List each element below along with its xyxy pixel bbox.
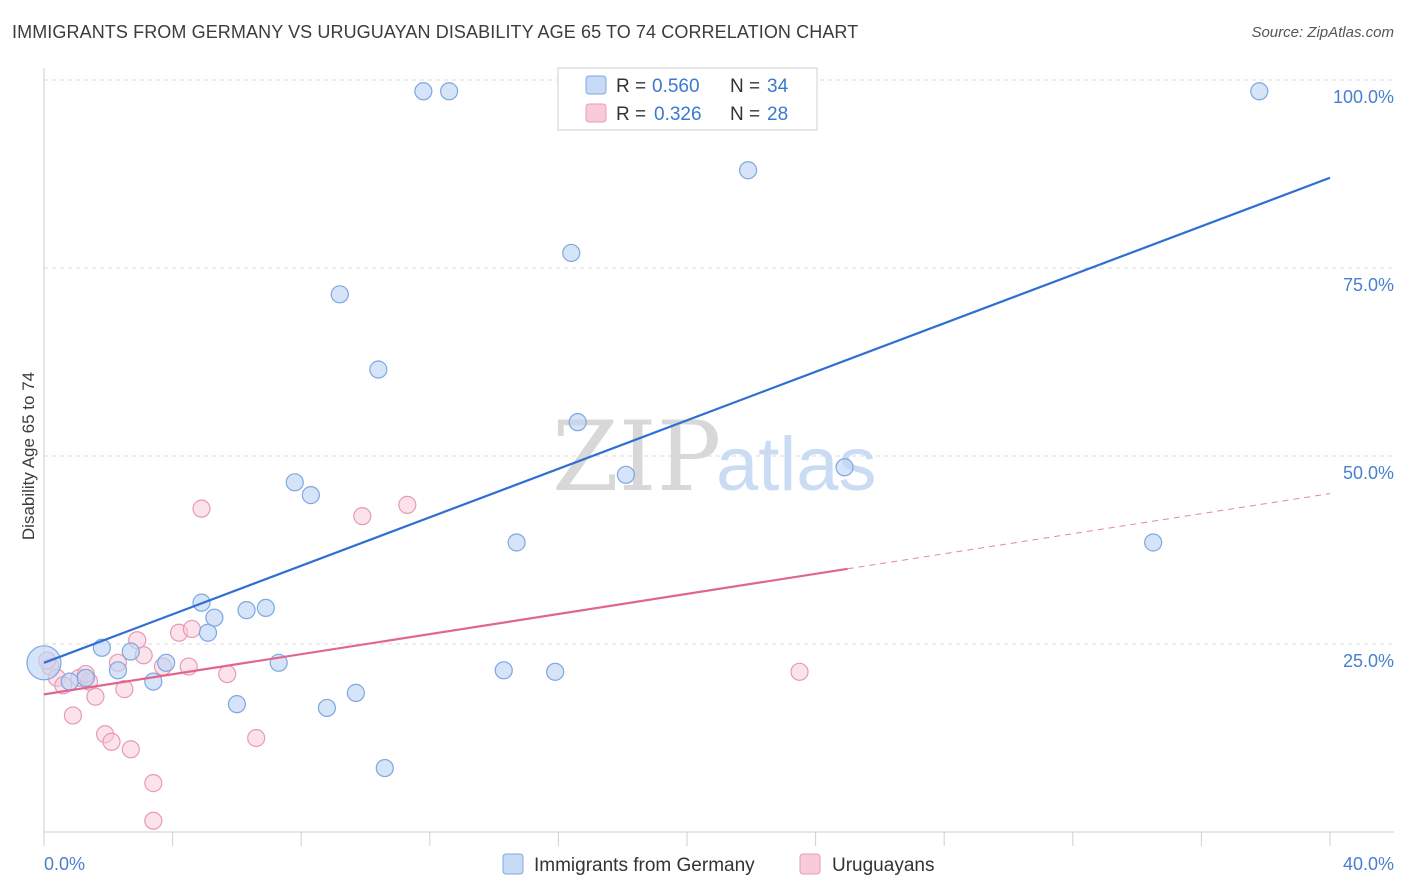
chart-title: IMMIGRANTS FROM GERMANY VS URUGUAYAN DIS… bbox=[12, 22, 859, 42]
germany-point bbox=[285, 473, 304, 492]
uruguayans-point bbox=[790, 662, 809, 681]
x-tick-label-max: 40.0% bbox=[1343, 854, 1394, 874]
germany-point bbox=[375, 758, 394, 778]
y-tick-label: 50.0% bbox=[1343, 463, 1394, 483]
y-tick-label: 25.0% bbox=[1343, 651, 1394, 671]
uruguayans-point bbox=[115, 680, 134, 699]
axes: 25.0% 50.0% 75.0% 100.0% 0.0% 40.0% bbox=[43, 68, 1394, 874]
germany-point bbox=[369, 360, 388, 379]
legend-n-label-1: N = bbox=[730, 76, 760, 97]
germany-point bbox=[198, 623, 218, 642]
bottom-legend-swatch-uruguayans bbox=[799, 853, 821, 875]
germany-point bbox=[157, 653, 176, 672]
series-legend: Immigrants from Germany Uruguayans bbox=[502, 853, 934, 876]
germany-points bbox=[26, 82, 1269, 778]
germany-point bbox=[1250, 82, 1269, 101]
germany-point bbox=[738, 161, 758, 180]
legend-r-value-2: 0.326 bbox=[654, 104, 702, 125]
uruguayans-trend-extension bbox=[847, 493, 1331, 570]
germany-point bbox=[414, 82, 433, 101]
uruguayans-point bbox=[63, 706, 83, 725]
legend-r-label-1: R = bbox=[616, 76, 646, 97]
y-tick-label: 100.0% bbox=[1333, 87, 1394, 107]
bottom-legend-uruguayans: Uruguayans bbox=[832, 855, 934, 876]
germany-point bbox=[494, 661, 513, 680]
uruguayans-point bbox=[86, 687, 105, 706]
uruguayans-point bbox=[144, 811, 163, 830]
uruguayans-point bbox=[121, 740, 140, 759]
germany-point bbox=[121, 642, 140, 661]
germany-point bbox=[60, 672, 79, 691]
legend-swatch-blue bbox=[585, 75, 607, 95]
legend-r-label-2: R = bbox=[616, 104, 646, 125]
y-tick-label: 75.0% bbox=[1343, 275, 1394, 295]
germany-point bbox=[507, 533, 526, 552]
germany-point bbox=[616, 465, 636, 484]
germany-point bbox=[301, 486, 320, 505]
germany-point bbox=[227, 695, 246, 714]
legend-n-value-2: 28 bbox=[767, 104, 788, 125]
germany-point bbox=[76, 668, 95, 687]
watermark: ZIP atlas bbox=[552, 401, 877, 513]
bottom-legend-swatch-germany bbox=[502, 853, 524, 875]
stats-legend: R = 0.560 N = 34 R = 0.326 N = 28 bbox=[557, 67, 818, 131]
uruguayans-point bbox=[398, 495, 417, 514]
germany-point bbox=[237, 601, 256, 620]
germany-point bbox=[330, 285, 349, 304]
germany-point bbox=[568, 413, 587, 432]
germany-point bbox=[562, 243, 581, 263]
germany-point bbox=[546, 662, 565, 681]
germany-point bbox=[835, 458, 854, 477]
uruguayans-point bbox=[218, 664, 237, 684]
germany-point bbox=[256, 598, 275, 618]
germany-point bbox=[346, 683, 365, 702]
germany-point bbox=[1144, 533, 1163, 552]
uruguayans-points bbox=[38, 495, 809, 830]
uruguayans-point bbox=[182, 619, 201, 639]
trend-lines bbox=[43, 176, 1331, 696]
uruguayans-point bbox=[144, 774, 163, 793]
germany-point bbox=[108, 661, 128, 680]
uruguayans-trend-line bbox=[43, 567, 848, 696]
source-credit: Source: ZipAtlas.com bbox=[1251, 24, 1394, 41]
germany-trend-line bbox=[43, 176, 1331, 664]
germany-point bbox=[205, 608, 224, 627]
legend-n-label-2: N = bbox=[730, 104, 760, 125]
uruguayans-point bbox=[353, 507, 372, 526]
legend-r-value-1: 0.560 bbox=[652, 76, 700, 97]
y-axis-label: Disability Age 65 to 74 bbox=[19, 372, 38, 540]
germany-point bbox=[439, 82, 459, 101]
legend-swatch-pink bbox=[585, 103, 607, 123]
bottom-legend-germany: Immigrants from Germany bbox=[534, 855, 755, 876]
uruguayans-point bbox=[102, 732, 121, 751]
legend-n-value-1: 34 bbox=[767, 76, 789, 97]
uruguayans-point bbox=[247, 728, 266, 748]
uruguayans-point bbox=[192, 499, 211, 518]
x-tick-label-min: 0.0% bbox=[44, 854, 85, 874]
grid bbox=[44, 79, 1394, 645]
germany-point bbox=[317, 698, 337, 718]
